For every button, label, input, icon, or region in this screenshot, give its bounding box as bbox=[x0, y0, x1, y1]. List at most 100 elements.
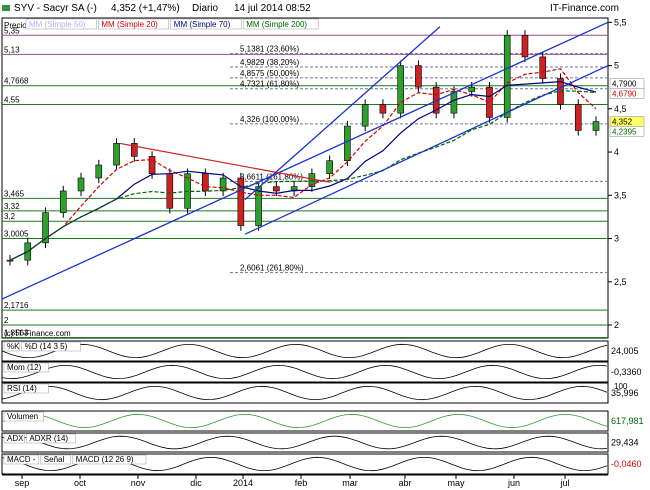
indicator-label: %D (14 3 5) bbox=[25, 342, 68, 351]
indicator-panel-macd bbox=[1, 453, 609, 475]
y-tick-label: 5 bbox=[614, 61, 619, 71]
indicator-legend-box bbox=[21, 341, 81, 352]
legend-entry: MM (Simple 70) bbox=[174, 20, 231, 29]
indicator-label: MACD (12 26 9) bbox=[76, 455, 134, 464]
candle bbox=[503, 34, 511, 118]
candle bbox=[486, 86, 493, 118]
y-tick-label: 4,5 bbox=[614, 104, 627, 114]
legend-box bbox=[98, 18, 170, 30]
value-label: 4,7900 bbox=[612, 80, 637, 89]
y-tick-label: 3,5 bbox=[614, 190, 627, 200]
candle bbox=[6, 259, 14, 262]
y-tick-label: 4 bbox=[614, 147, 619, 157]
legend-box bbox=[170, 18, 242, 30]
indicator-legend-box bbox=[40, 454, 72, 465]
candle bbox=[59, 190, 67, 213]
indicator-legend-box bbox=[3, 433, 25, 444]
x-axis-label: nov bbox=[131, 478, 146, 488]
chart-period: Diario bbox=[192, 3, 219, 14]
sma-70-line bbox=[9, 80, 597, 261]
chart-header: SYV - Sacyr SA (-) 4,352 (+1,47%) Diario… bbox=[0, 0, 650, 16]
level-label: 5,35 bbox=[4, 26, 20, 35]
price-label: Precio bbox=[4, 21, 27, 30]
candle bbox=[273, 186, 280, 192]
candle bbox=[379, 104, 387, 114]
level-label: 3,0005 bbox=[4, 229, 29, 238]
candle bbox=[219, 177, 227, 192]
trend-line-upper bbox=[244, 26, 441, 201]
x-axis-label: sep bbox=[15, 478, 30, 488]
level-label: 3,2 bbox=[4, 212, 16, 221]
indicator-value: -0,0460 bbox=[611, 459, 642, 469]
legend-entry: MM (Simple 50) bbox=[29, 20, 86, 29]
level-label: 3,465 bbox=[4, 189, 25, 198]
candle bbox=[521, 34, 529, 58]
last-quote: 4,352 (+1,47%) bbox=[111, 3, 180, 14]
fibonacci-label: 4,7321 (61,80%) bbox=[240, 80, 299, 89]
value-label: 4,352 bbox=[612, 118, 633, 127]
candle bbox=[202, 173, 209, 192]
fibonacci-label: 4,326 (100,00%) bbox=[240, 115, 299, 124]
x-axis-label: 2014 bbox=[233, 478, 253, 488]
indicator-legend-box bbox=[3, 411, 44, 422]
value-label: 4,6790 bbox=[612, 89, 637, 98]
candle bbox=[450, 91, 458, 114]
indicator-value: 617,981 bbox=[611, 416, 644, 426]
value-label-box bbox=[609, 88, 645, 99]
fibonacci-label: 4,8575 (50,00%) bbox=[240, 69, 299, 78]
indicator-label: ADXR (14) bbox=[29, 434, 68, 443]
candle bbox=[361, 104, 369, 127]
level-label: 2,1716 bbox=[4, 301, 29, 310]
indicator-value: 35,996 bbox=[611, 388, 639, 398]
candle bbox=[166, 173, 174, 209]
indicator-legend-box bbox=[3, 383, 49, 394]
x-axis-label: may bbox=[447, 478, 465, 488]
legend-box bbox=[25, 18, 97, 30]
x-axis-label: jun bbox=[507, 478, 520, 488]
indicator-panel-rsi bbox=[1, 382, 609, 404]
value-label: 4,2395 bbox=[612, 127, 637, 136]
candle bbox=[415, 65, 422, 88]
candle bbox=[42, 212, 49, 244]
indicator-legend-box bbox=[3, 362, 49, 373]
legend-entry: MM (Simple 200) bbox=[246, 20, 307, 29]
y-tick-label: 5,5 bbox=[614, 17, 627, 27]
x-axis-label: feb bbox=[295, 478, 308, 488]
candle bbox=[148, 156, 156, 174]
indicator-line bbox=[1, 435, 608, 450]
indicator-value: -0,3360 bbox=[611, 367, 642, 377]
indicator-panel-stochastic bbox=[1, 340, 609, 362]
candle bbox=[113, 143, 120, 166]
indicator-label: RSI (14) bbox=[7, 384, 37, 393]
indicator-label: MACD - bbox=[7, 455, 36, 464]
value-label-box bbox=[609, 126, 645, 137]
candle bbox=[255, 186, 262, 226]
level-label: 1,8563 bbox=[4, 328, 29, 337]
indicator-value: 29,434 bbox=[611, 438, 639, 448]
x-axis-label: oct bbox=[74, 478, 87, 488]
indicator-top-tick: 100 bbox=[614, 382, 628, 391]
y-tick-label: 2 bbox=[614, 320, 619, 330]
indicator-legend-box bbox=[3, 454, 40, 465]
candle bbox=[574, 104, 582, 131]
candle bbox=[308, 173, 316, 187]
indicator-panel-adx bbox=[1, 432, 609, 453]
indicator-legend-box bbox=[26, 433, 76, 444]
indicator-legend-box bbox=[72, 454, 147, 465]
level-label: 3,32 bbox=[4, 202, 20, 211]
candle bbox=[592, 121, 600, 131]
fibonacci-label: 3,6611 (161,80%) bbox=[240, 172, 303, 181]
candle bbox=[397, 65, 404, 114]
trend-line-mid bbox=[244, 64, 609, 235]
y-tick-label: 3 bbox=[614, 234, 619, 244]
fibonacci-label: 2,6061 (261,80%) bbox=[240, 264, 304, 273]
indicator-value: 24,005 bbox=[611, 346, 639, 356]
indicator-line bbox=[1, 364, 608, 380]
x-axis-label: mar bbox=[342, 478, 358, 488]
ticker-name: SYV - Sacyr SA (-) bbox=[14, 3, 97, 14]
quote-date: 14 jul 2014 08:52 bbox=[234, 3, 311, 14]
indicator-label: %K bbox=[7, 342, 20, 351]
indicator-label: Mom (12) bbox=[7, 363, 42, 372]
candle bbox=[131, 143, 138, 157]
indicator-line bbox=[1, 343, 608, 359]
